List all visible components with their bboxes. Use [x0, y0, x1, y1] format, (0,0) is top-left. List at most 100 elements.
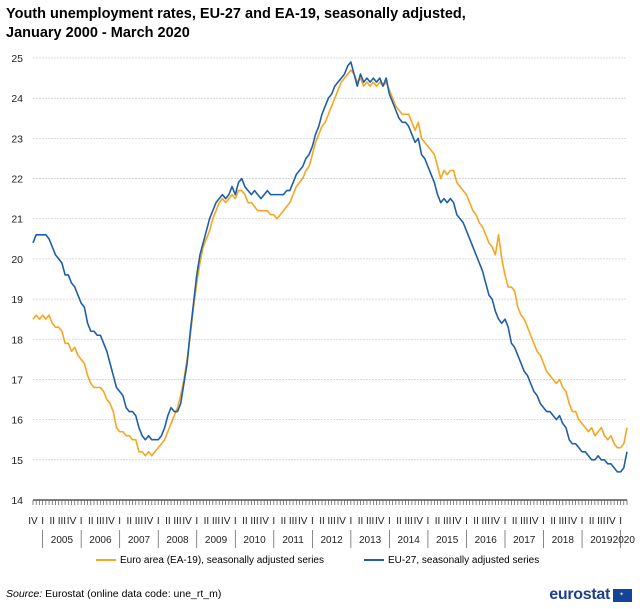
y-tick-label: 15 — [11, 455, 23, 467]
legend: Euro area (EA-19), seasonally adjusted s… — [96, 555, 539, 566]
x-quarter-label: III — [173, 516, 181, 527]
source-note: Source: Eurostat (online data code: une_… — [6, 588, 221, 600]
x-quarter-label: I — [581, 516, 584, 527]
x-quarter-label: III — [597, 516, 605, 527]
y-tick-label: 19 — [11, 294, 23, 306]
x-quarter-label: II — [512, 516, 518, 527]
x-quarter-label: III — [135, 516, 143, 527]
x-quarter-label: II — [435, 516, 441, 527]
x-quarter-label: IV — [491, 516, 501, 527]
x-quarter-label: II — [242, 516, 248, 527]
x-quarter-label: III — [327, 516, 335, 527]
x-quarter-label: II — [358, 516, 364, 527]
x-year-label: 2013 — [359, 535, 382, 546]
x-year-label: 2008 — [166, 535, 189, 546]
y-tick-label: 21 — [11, 214, 23, 226]
x-quarter-label: I — [504, 516, 507, 527]
x-quarter-label: III — [96, 516, 104, 527]
x-year-label: 2011 — [282, 535, 304, 546]
x-quarter-label: II — [88, 516, 94, 527]
x-quarter-label: I — [427, 516, 430, 527]
x-quarter-label: II — [127, 516, 133, 527]
x-year-label: 2010 — [243, 535, 266, 546]
x-quarter-label: II — [204, 516, 210, 527]
x-quarter-label: II — [165, 516, 171, 527]
x-quarter-label: IV — [221, 516, 231, 527]
x-quarter-label: I — [157, 516, 160, 527]
x-quarter-label: IV — [606, 516, 616, 527]
y-tick-label: 17 — [11, 374, 23, 386]
x-quarter-label: IV — [452, 516, 462, 527]
x-year-label: 2007 — [128, 535, 151, 546]
x-quarter-label: I — [311, 516, 314, 527]
x-quarter-label: IV — [259, 516, 269, 527]
x-quarter-label: II — [319, 516, 325, 527]
x-quarter-label: I — [195, 516, 198, 527]
y-tick-label: 22 — [11, 174, 23, 186]
x-quarter-label: III — [212, 516, 220, 527]
x-year-label: 2016 — [475, 535, 498, 546]
x-quarter-label: II — [281, 516, 287, 527]
x-quarter-label: I — [542, 516, 545, 527]
source-label: Source: — [6, 588, 43, 600]
x-quarter-label: III — [520, 516, 528, 527]
y-tick-label: 20 — [11, 254, 23, 266]
x-year-label: 2014 — [398, 535, 421, 546]
y-tick-label: 24 — [11, 93, 23, 105]
x-year-label: 2019 — [590, 535, 613, 546]
chart-title-line-2: January 2000 - March 2020 — [6, 25, 190, 41]
y-gridlines — [33, 57, 627, 501]
y-tick-label: 14 — [11, 495, 23, 507]
x-quarter-label: III — [559, 516, 567, 527]
x-year-label: 2020 — [613, 535, 636, 546]
y-axis: 14 15 16 17 18 19 20 21 22 23 24 25 — [11, 53, 23, 507]
y-tick-label: 23 — [11, 133, 23, 145]
x-quarter-label: III — [58, 516, 66, 527]
x-quarter-label: IV — [182, 516, 192, 527]
x-quarter-label: III — [289, 516, 297, 527]
x-quarter-label: IV — [144, 516, 154, 527]
x-axis: IV I II III IV I II III IV I II III IV I II III IV I II III… — [28, 500, 635, 548]
y-tick-label: 25 — [11, 53, 23, 65]
x-year-label: 2017 — [513, 535, 536, 546]
x-quarter-label: II — [550, 516, 556, 527]
x-quarter-label: II — [473, 516, 479, 527]
x-quarter-label: III — [443, 516, 451, 527]
eurostat-logo-text: eurostat — [549, 586, 610, 603]
x-quarter-label: II — [49, 516, 55, 527]
x-quarter-label: III — [404, 516, 412, 527]
x-quarter-label: I — [619, 516, 622, 527]
eu-flag-icon: ✦ — [613, 588, 632, 602]
plot-lines — [32, 61, 628, 473]
x-quarter-label: II — [396, 516, 402, 527]
eurostat-logo: eurostat ✦ — [549, 586, 632, 604]
x-quarter-label: IV — [67, 516, 77, 527]
x-quarter-label: IV — [28, 516, 38, 527]
x-quarter-label: IV — [298, 516, 308, 527]
x-quarter-label: I — [234, 516, 237, 527]
x-year-label: 2018 — [552, 535, 575, 546]
x-year-label: 2005 — [51, 535, 74, 546]
x-quarter-label: IV — [105, 516, 115, 527]
x-year-label: 2015 — [436, 535, 459, 546]
x-quarter-label: III — [482, 516, 490, 527]
chart-title: Youth unemployment rates, EU-27 and EA-1… — [6, 5, 626, 43]
x-quarter-label: I — [465, 516, 468, 527]
y-tick-label: 18 — [11, 334, 23, 346]
x-quarter-label: I — [41, 516, 44, 527]
series-line-eu27 — [32, 61, 628, 473]
x-quarter-label: IV — [529, 516, 539, 527]
x-quarter-label: I — [388, 516, 391, 527]
x-quarter-label: III — [366, 516, 374, 527]
x-quarter-label: I — [349, 516, 352, 527]
x-quarter-label: IV — [568, 516, 578, 527]
x-year-label: 2006 — [89, 535, 112, 546]
legend-label-eu27: EU-27, seasonally adjusted series — [388, 555, 539, 566]
x-year-label: 2012 — [320, 535, 343, 546]
x-quarter-label: IV — [375, 516, 385, 527]
source-text: Eurostat (online data code: une_rt_m) — [45, 588, 222, 600]
x-quarter-label: I — [272, 516, 275, 527]
x-quarter-label: IV — [337, 516, 347, 527]
chart-title-line-1: Youth unemployment rates, EU-27 and EA-1… — [6, 6, 466, 22]
